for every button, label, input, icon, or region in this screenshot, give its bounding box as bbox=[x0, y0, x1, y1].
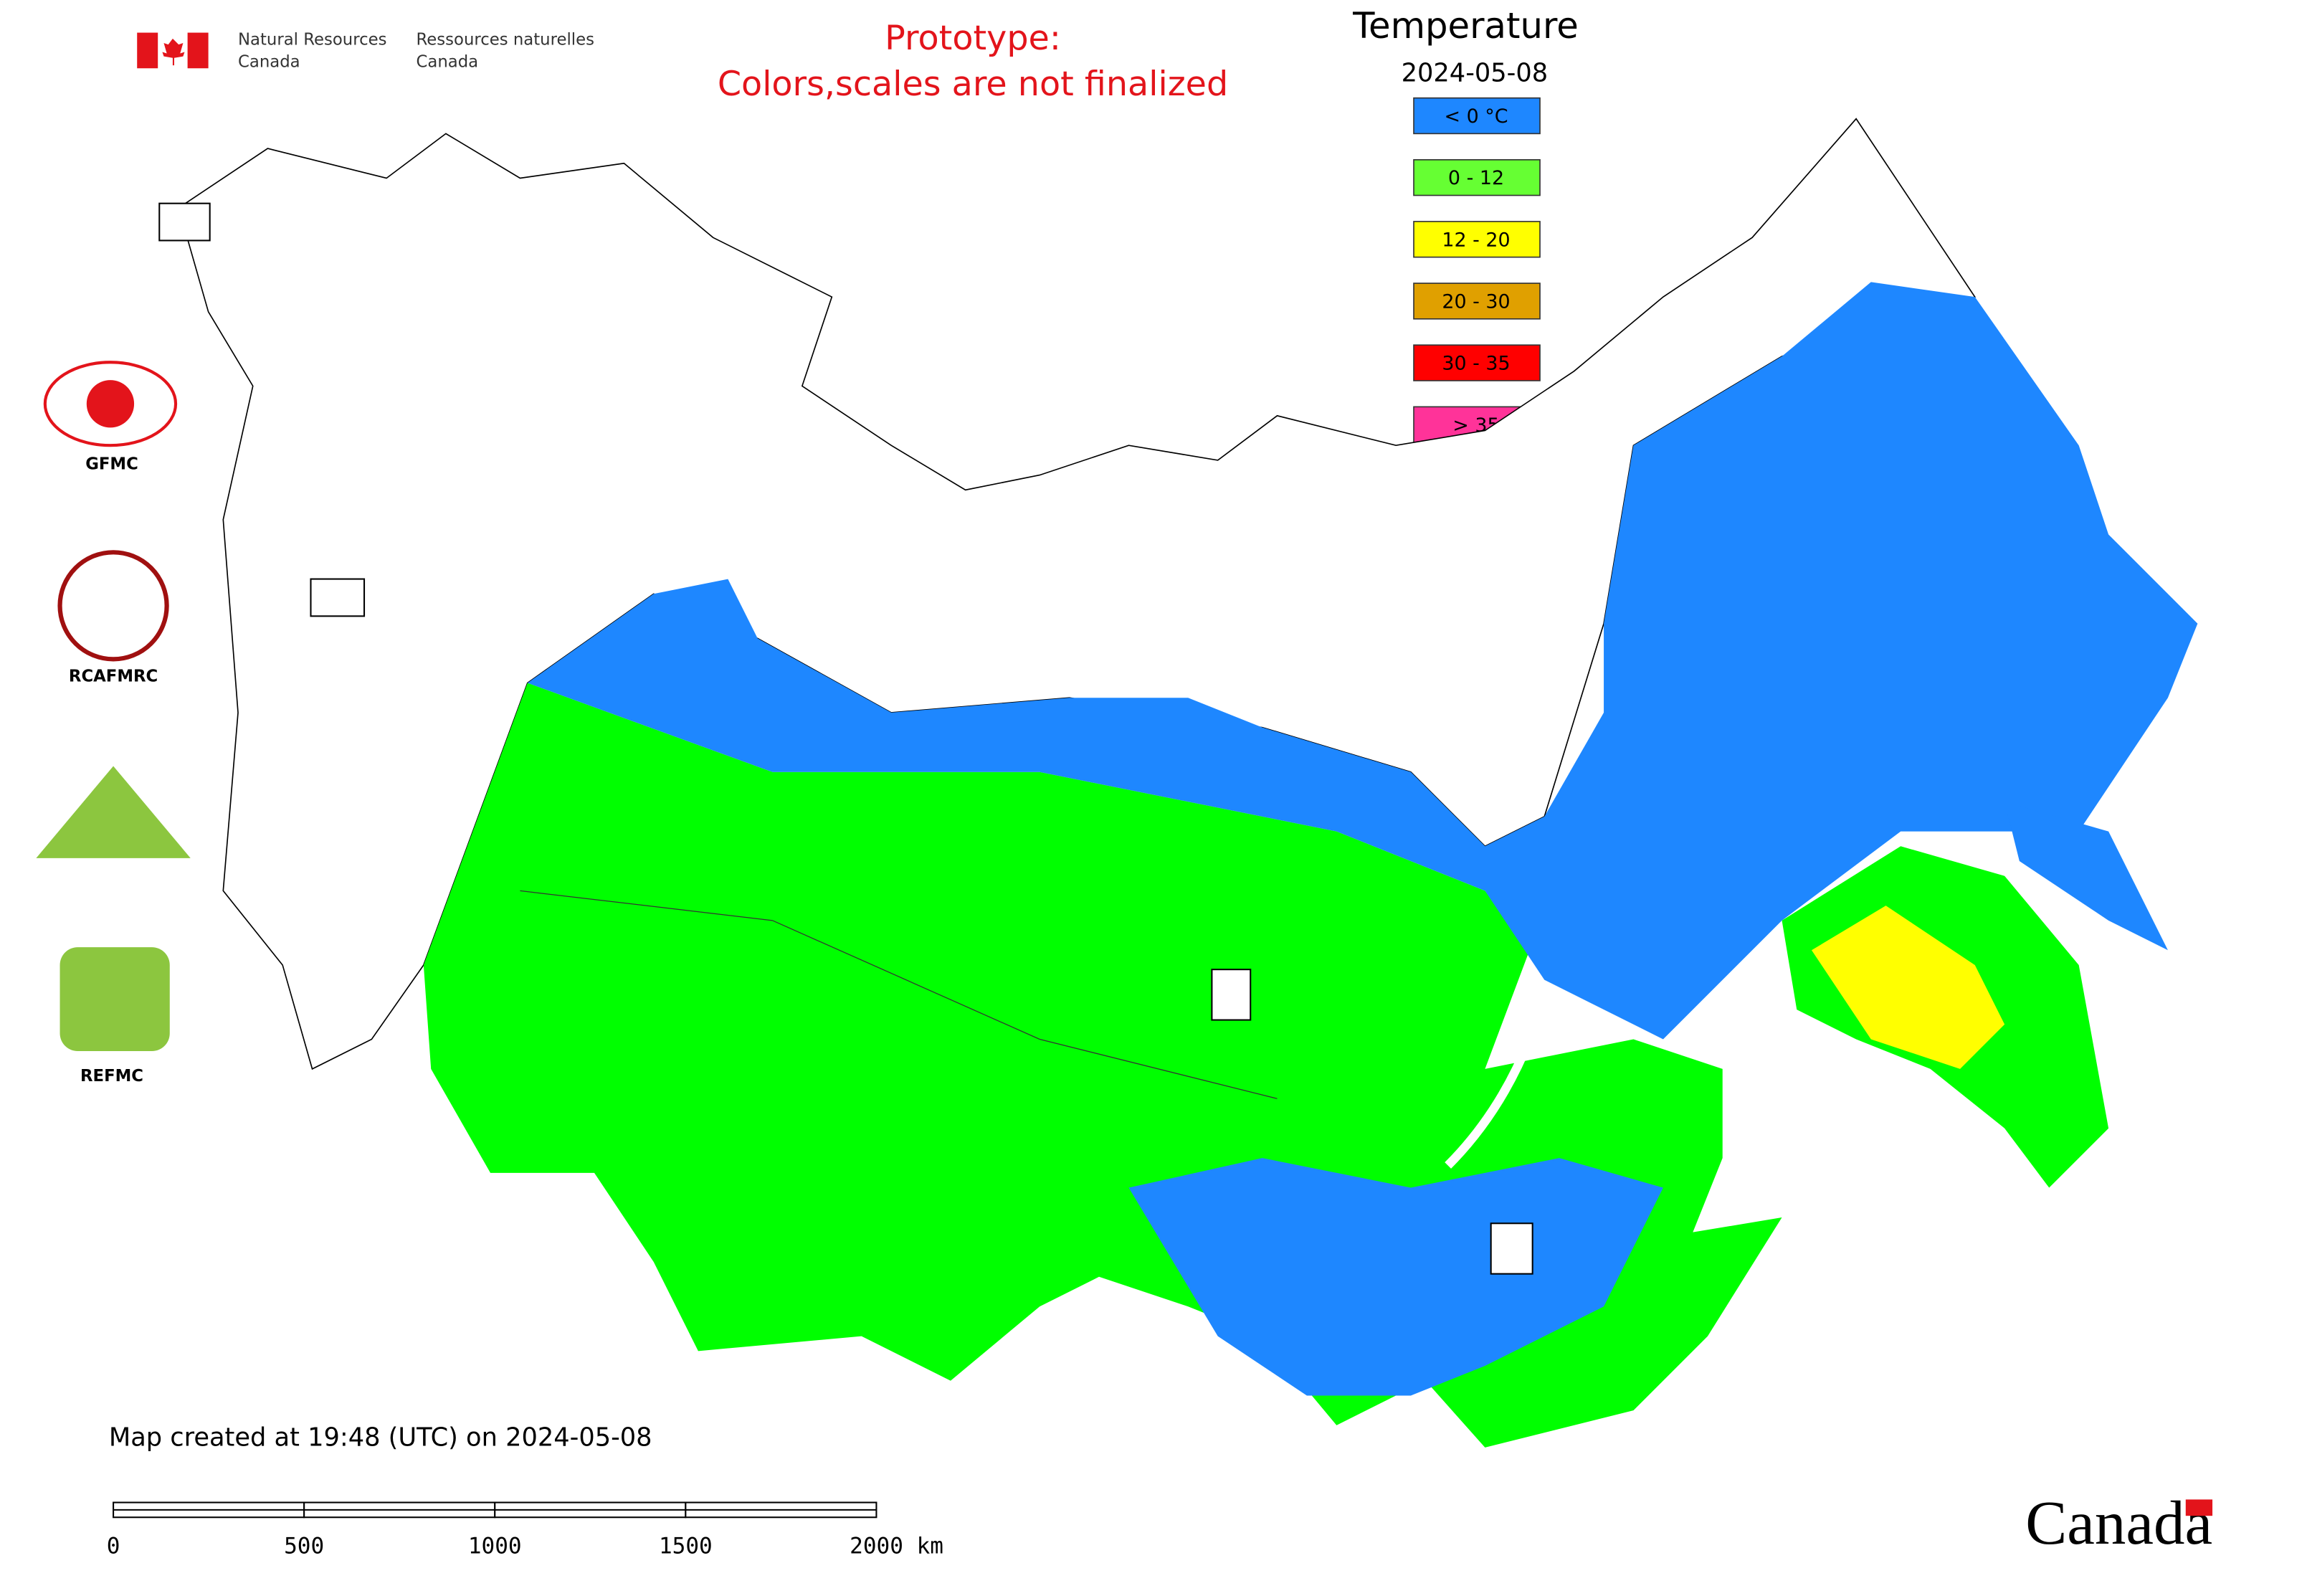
notice: Prototype: bbox=[885, 19, 1061, 58]
logo-icon bbox=[43, 361, 178, 447]
footer: Map created at 19:48 (UTC) on 2024-05-08 bbox=[109, 1423, 652, 1453]
legend-label: 0 - 12 bbox=[1448, 167, 1504, 189]
wordmark-flag bbox=[2185, 1499, 2213, 1516]
legend-label: 12 - 20 bbox=[1442, 229, 1510, 251]
map-marker bbox=[158, 202, 211, 242]
zone-blue bbox=[1128, 1158, 1663, 1396]
zone-yellow bbox=[1811, 906, 2005, 1069]
logo-icon bbox=[57, 550, 169, 662]
flag-bar bbox=[187, 32, 209, 69]
map-marker bbox=[1211, 969, 1252, 1021]
legend-label: 30 - 35 bbox=[1442, 353, 1510, 375]
scale-label: 2000 km bbox=[850, 1534, 943, 1559]
scale-label: 500 bbox=[284, 1534, 324, 1559]
logos: GFMC RCAFMRC REFMC bbox=[36, 202, 1533, 1275]
scale-label: 1000 bbox=[468, 1534, 522, 1559]
logo-icon bbox=[86, 380, 135, 428]
zone-blue bbox=[527, 282, 2198, 1040]
logo-icon bbox=[60, 947, 170, 1052]
map-marker bbox=[310, 578, 366, 617]
legend-swatch bbox=[1413, 282, 1541, 320]
department-en: Natural Resources bbox=[238, 30, 386, 49]
logo-label: REFMC bbox=[80, 1067, 143, 1086]
logo-label: RCAFMRC bbox=[69, 668, 158, 686]
scale-label: 0 bbox=[107, 1534, 120, 1559]
country-en: Canada bbox=[238, 52, 300, 71]
map-marker bbox=[1490, 1222, 1533, 1275]
country-fr: Canada bbox=[417, 52, 479, 71]
flag-bar bbox=[137, 32, 158, 69]
notice: Colors,scales are not finalized bbox=[718, 65, 1228, 104]
legend-swatch bbox=[1413, 158, 1541, 196]
wordmark: Canada bbox=[2025, 1488, 2212, 1557]
logo-icon bbox=[36, 766, 191, 858]
legend-date: 2024-05-08 bbox=[1402, 59, 1549, 88]
lake bbox=[1445, 1037, 1534, 1169]
legend-swatch bbox=[1413, 221, 1541, 258]
scale-bar: 0 500 1000 1500 2000 km bbox=[107, 1501, 943, 1559]
legend-swatch bbox=[1413, 344, 1541, 381]
legend-label: 20 - 30 bbox=[1442, 291, 1510, 313]
logo-label: GFMC bbox=[85, 455, 138, 474]
legend-swatch bbox=[1413, 97, 1541, 135]
border bbox=[520, 890, 1278, 1099]
legend-title: Temperature bbox=[1352, 5, 1579, 47]
zone-blue bbox=[2004, 802, 2168, 951]
scale-label: 1500 bbox=[659, 1534, 713, 1559]
map-area bbox=[178, 118, 2198, 1448]
legend-label: < 0 °C bbox=[1444, 105, 1508, 128]
department-fr: Ressources naturelles bbox=[417, 30, 594, 49]
maple-leaf bbox=[162, 38, 185, 66]
